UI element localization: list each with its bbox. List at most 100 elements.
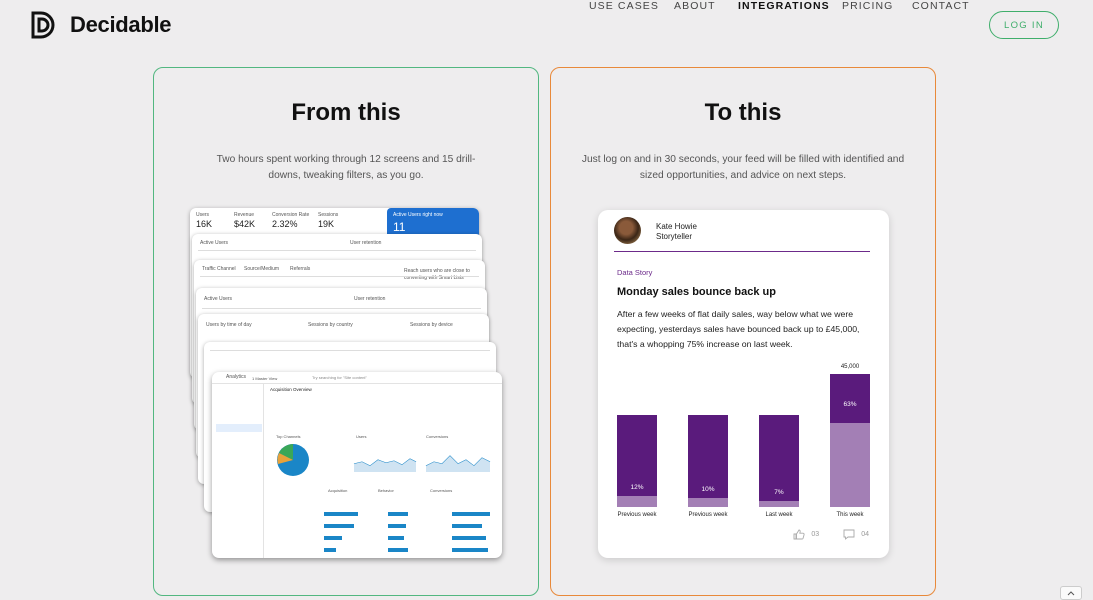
table-bar (452, 536, 486, 540)
chevron-up-icon (1067, 590, 1075, 595)
traffic-channel-tab: Traffic Channel (202, 266, 236, 272)
data-story-card[interactable]: Kate Howie Storyteller Data Story Monday… (598, 210, 889, 558)
bar-category-label: Previous week (617, 512, 657, 518)
conversions-line-chart (425, 455, 491, 472)
conversions-header: Conversions (430, 488, 453, 493)
table-bar (388, 548, 408, 552)
nav-pricing[interactable]: PRICING (842, 0, 894, 12)
to-this-subtitle: Just log on and in 30 seconds, your feed… (581, 154, 905, 181)
users-line-chart (353, 458, 417, 472)
bar-value-label: 45,000 (840, 364, 860, 370)
from-this-title: From this (291, 99, 401, 126)
metric-value: 2.32% (272, 219, 298, 229)
realtime-value: 11 (393, 220, 406, 234)
metric-value: 19K (318, 219, 335, 229)
bar-percent-label: 63% (843, 401, 857, 408)
comment-count: 04 (861, 531, 869, 538)
bar-category-label: Last week (765, 512, 793, 518)
bar-percent-label: 7% (774, 488, 784, 496)
nav-contact[interactable]: CONTACT (912, 0, 970, 12)
active-users-label: Active Users (204, 296, 233, 302)
bar-segment-highlight (759, 500, 799, 507)
table-bar (324, 536, 342, 540)
bar-category-label: This week (836, 512, 864, 518)
ga-search-input: Try searching for "Site content" (312, 375, 367, 380)
referrals-tab: Referrals (290, 266, 311, 272)
table-bar (388, 524, 406, 528)
scroll-up-button[interactable] (1060, 586, 1082, 600)
ga-sidebar (212, 384, 264, 558)
active-users-label: Active Users (200, 240, 229, 246)
google-analytics-screen: Analytics 1 Master View Try searching fo… (212, 372, 502, 558)
metric-label: Conversion Rate (272, 212, 310, 218)
metric-label: Revenue (234, 212, 255, 218)
ga-topbar: Analytics 1 Master View Try searching fo… (212, 372, 502, 384)
table-bar (388, 536, 404, 540)
sessions-by-country-label: Sessions by country (308, 322, 353, 328)
brand-logo[interactable]: Decidable (30, 11, 172, 39)
brand-name: Decidable (70, 12, 172, 37)
like-button[interactable]: 03 (793, 529, 819, 540)
bar-segment-total (688, 415, 728, 498)
table-bar (324, 548, 336, 552)
smart-lists-tip: Reach users who are close to converting … (404, 268, 470, 281)
story-tag: Data Story (617, 268, 653, 277)
login-button[interactable]: LOG IN (989, 11, 1059, 39)
avatar (614, 217, 641, 244)
thumbs-up-icon (793, 529, 805, 540)
table-bar (452, 548, 488, 552)
metric-value: 16K (196, 219, 213, 229)
sessions-by-device-label: Sessions by device (410, 322, 453, 328)
site-header: Decidable USE CASES ABOUT INTEGRATIONS P… (0, 0, 1093, 50)
ga-view-name: 1 Master View (252, 376, 278, 381)
table-bar (452, 524, 482, 528)
conversions-label: Conversions (426, 434, 449, 439)
comment-icon (843, 529, 855, 540)
bar-percent-label: 12% (630, 483, 644, 491)
metric-label: Users (196, 212, 210, 218)
realtime-label: Active Users right now (393, 212, 443, 218)
analytics-screens-stack: Users 16K Revenue $42K Conversion Rate 2… (190, 208, 510, 568)
nav-integrations[interactable]: INTEGRATIONS (738, 0, 830, 12)
weekly-sales-chart: 12% Previous week 10% Previous week 7% Last w… (598, 360, 889, 525)
bar-segment-total (830, 374, 870, 424)
acquisition-overview-title: Acquisition Overview (270, 387, 312, 392)
top-channels-pie (277, 444, 309, 476)
bar-segment-highlight (688, 497, 728, 507)
bar-segment-total (759, 415, 799, 501)
metric-value: $42K (234, 219, 256, 229)
ga-app-name: Analytics (226, 374, 247, 380)
story-title: Monday sales bounce back up (617, 286, 776, 298)
user-retention-label: User retention (350, 240, 382, 246)
comment-button[interactable]: 04 (843, 529, 869, 540)
bar-segment-highlight (830, 423, 870, 507)
metric-label: Sessions (318, 212, 339, 218)
table-bar (324, 512, 358, 516)
nav-use-cases[interactable]: USE CASES (589, 0, 660, 12)
users-chart-label: Users (356, 434, 367, 439)
from-this-subtitle: Two hours spent working through 12 scree… (216, 154, 476, 181)
users-by-time-label: Users by time of day (206, 322, 252, 328)
reactions: 03 04 (779, 529, 869, 540)
behavior-header: Behavior (378, 488, 394, 493)
to-this-panel: To this Just log on and in 30 seconds, y… (550, 67, 936, 596)
story-body: After a few weeks of flat daily sales, w… (617, 309, 860, 349)
author-role: Storyteller (656, 232, 693, 241)
nav-about[interactable]: ABOUT (674, 0, 716, 12)
bar-segment-highlight (617, 495, 657, 507)
top-channels-label: Top Channels (276, 434, 301, 439)
acquisition-header: Acquisition (328, 488, 348, 493)
user-retention-label: User retention (354, 296, 386, 302)
bar-category-label: Previous week (688, 512, 728, 518)
author-name: Kate Howie (656, 222, 697, 231)
card-divider (614, 251, 870, 252)
source-medium-tab: Source/Medium (244, 266, 280, 272)
bar-percent-label: 10% (701, 485, 715, 493)
from-this-panel: From this Two hours spent working throug… (153, 67, 539, 596)
like-count: 03 (811, 531, 820, 538)
bar-segment-total (617, 415, 657, 496)
table-bar (452, 512, 490, 516)
decidable-logo-icon (31, 11, 55, 39)
table-bar (324, 524, 354, 528)
table-bar (388, 512, 408, 516)
